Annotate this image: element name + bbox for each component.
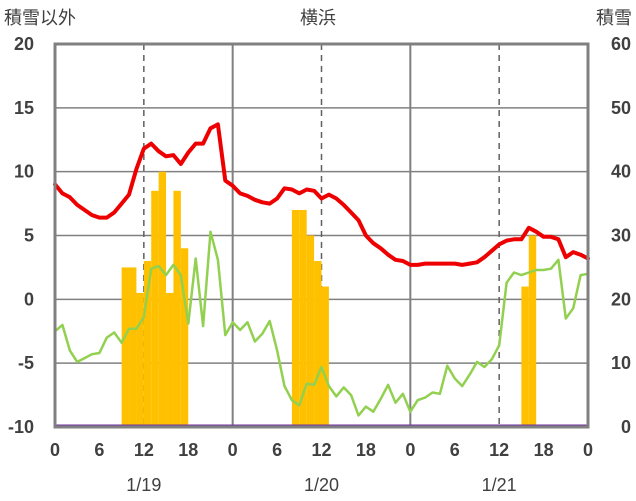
snow-depth-bar <box>521 286 529 427</box>
snow-depth-bar <box>143 261 152 427</box>
right-axis-title: 積雪 <box>596 8 632 28</box>
left-tick-label: -10 <box>8 417 34 437</box>
x-tick-label: 18 <box>534 440 554 460</box>
snow-depth-bar <box>173 190 181 427</box>
x-tick-label: 18 <box>178 440 198 460</box>
snow-depth-bar <box>314 261 322 427</box>
x-tick-label: 0 <box>228 440 238 460</box>
right-tick-label: 20 <box>611 289 631 309</box>
left-axis-title: 積雪以外 <box>4 8 76 28</box>
x-tick-label: 0 <box>583 440 593 460</box>
snow-depth-bar <box>121 267 130 427</box>
snow-depth-bar <box>306 235 315 427</box>
secondary-series-line <box>54 230 589 417</box>
snow-depth-bar <box>321 286 329 427</box>
x-tick-label: 6 <box>450 440 460 460</box>
x-tick-label: 0 <box>50 440 60 460</box>
x-tick-label: 6 <box>94 440 104 460</box>
left-tick-label: 5 <box>24 226 34 246</box>
temperature-series-line <box>53 122 590 267</box>
right-tick-label: 50 <box>611 98 631 118</box>
snow-depth-bar <box>528 235 537 427</box>
x-tick-label: 12 <box>489 440 509 460</box>
x-tick-label: 18 <box>356 440 376 460</box>
right-axis-ticks: 60 50 40 30 20 10 0 <box>611 34 631 437</box>
left-tick-label: 0 <box>24 289 34 309</box>
date-labels: 1/19 1/20 1/21 <box>126 475 516 495</box>
x-tick-label: 12 <box>134 440 154 460</box>
snow-depth-bar <box>166 292 174 427</box>
snow-depth-bars <box>121 171 537 427</box>
snow-depth-bar <box>291 209 300 427</box>
right-tick-label: 0 <box>621 417 631 437</box>
x-tick-label: 12 <box>311 440 331 460</box>
snow-depth-bar <box>299 209 307 427</box>
left-tick-label: 20 <box>14 34 34 54</box>
snow-depth-bar <box>129 267 137 427</box>
right-tick-label: 30 <box>611 226 631 246</box>
date-label: 1/19 <box>126 475 161 495</box>
left-tick-label: 10 <box>14 162 34 182</box>
plot-frame <box>53 42 590 429</box>
x-tick-label: 0 <box>405 440 415 460</box>
right-tick-label: 40 <box>611 162 631 182</box>
snow-depth-bar <box>136 292 144 427</box>
date-label: 1/21 <box>482 475 517 495</box>
chart-title: 横浜 <box>300 8 336 28</box>
right-tick-label: 10 <box>611 353 631 373</box>
right-tick-label: 60 <box>611 34 631 54</box>
plot-area <box>53 42 590 429</box>
left-tick-label: 15 <box>14 98 34 118</box>
date-label: 1/20 <box>304 475 339 495</box>
x-axis-ticks: 0 6 12 18 0 6 12 18 0 6 12 18 0 <box>50 440 593 460</box>
x-tick-label: 6 <box>272 440 282 460</box>
left-axis-ticks: 20 15 10 5 0 -5 -10 <box>8 34 34 437</box>
left-tick-label: -5 <box>18 353 34 373</box>
snow-depth-bar <box>158 171 167 427</box>
snow-depth-bar <box>151 190 159 427</box>
snow-depth-bar <box>180 248 189 427</box>
